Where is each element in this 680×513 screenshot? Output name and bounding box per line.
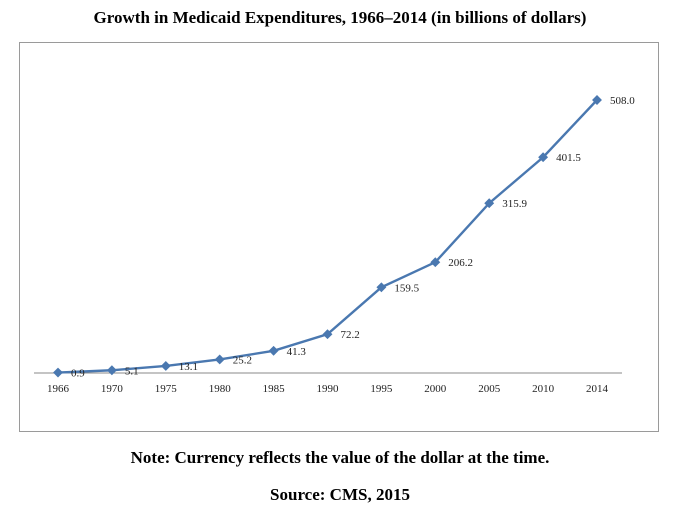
data-labels: 0.9 5.1 13.1 25.2 41.3 72.2 159.5 206.2 315.9 401…: [71, 95, 635, 380]
source-note: Source: CMS, 2015: [270, 485, 410, 504]
data-marker: [430, 257, 441, 268]
data-marker: [214, 354, 225, 365]
chart-title: Growth in Medicaid Expenditures, 1966–20…: [93, 8, 587, 27]
data-marker: [160, 361, 171, 371]
x-tick-label: 2014: [586, 383, 609, 395]
data-label: 315.9: [502, 198, 527, 210]
data-label: 0.9: [71, 368, 85, 380]
x-tick-label: 1975: [155, 383, 178, 395]
data-label: 401.5: [556, 152, 581, 164]
data-markers: [53, 95, 602, 378]
data-label: 25.2: [233, 354, 252, 366]
data-label: 206.2: [448, 257, 473, 269]
data-label: 159.5: [394, 282, 419, 294]
data-marker: [268, 345, 279, 356]
data-label: 72.2: [341, 329, 360, 341]
data-label: 5.1: [125, 365, 139, 377]
data-marker: [106, 365, 117, 376]
line-chart: 0.9 5.1 13.1 25.2 41.3 72.2 159.5 206.2 315.9 401…: [34, 95, 635, 395]
data-marker: [484, 198, 495, 209]
x-tick-label: 2010: [532, 383, 555, 395]
data-marker: [376, 282, 387, 293]
data-marker: [322, 329, 333, 340]
x-tick-label: 1985: [263, 383, 286, 395]
x-tick-label: 1966: [47, 383, 70, 395]
chart-frame: [19, 42, 659, 432]
data-label: 41.3: [287, 346, 307, 358]
x-tick-label: 1990: [317, 383, 340, 395]
x-tick-label: 2005: [478, 383, 501, 395]
data-label: 508.0: [610, 95, 635, 107]
data-marker: [538, 152, 549, 163]
data-marker: [53, 367, 63, 378]
x-tick-labels: 1966 1970 1975 1980 1985 1990 1995 2000 2005 2010…: [47, 383, 609, 395]
x-tick-label: 2000: [424, 383, 447, 395]
data-label: 13.1: [179, 361, 198, 373]
x-tick-label: 1995: [370, 383, 393, 395]
currency-note: Note: Currency reflects the value of the…: [130, 448, 550, 467]
x-tick-label: 1970: [101, 383, 124, 395]
data-marker: [592, 95, 602, 105]
x-tick-label: 1980: [209, 383, 232, 395]
